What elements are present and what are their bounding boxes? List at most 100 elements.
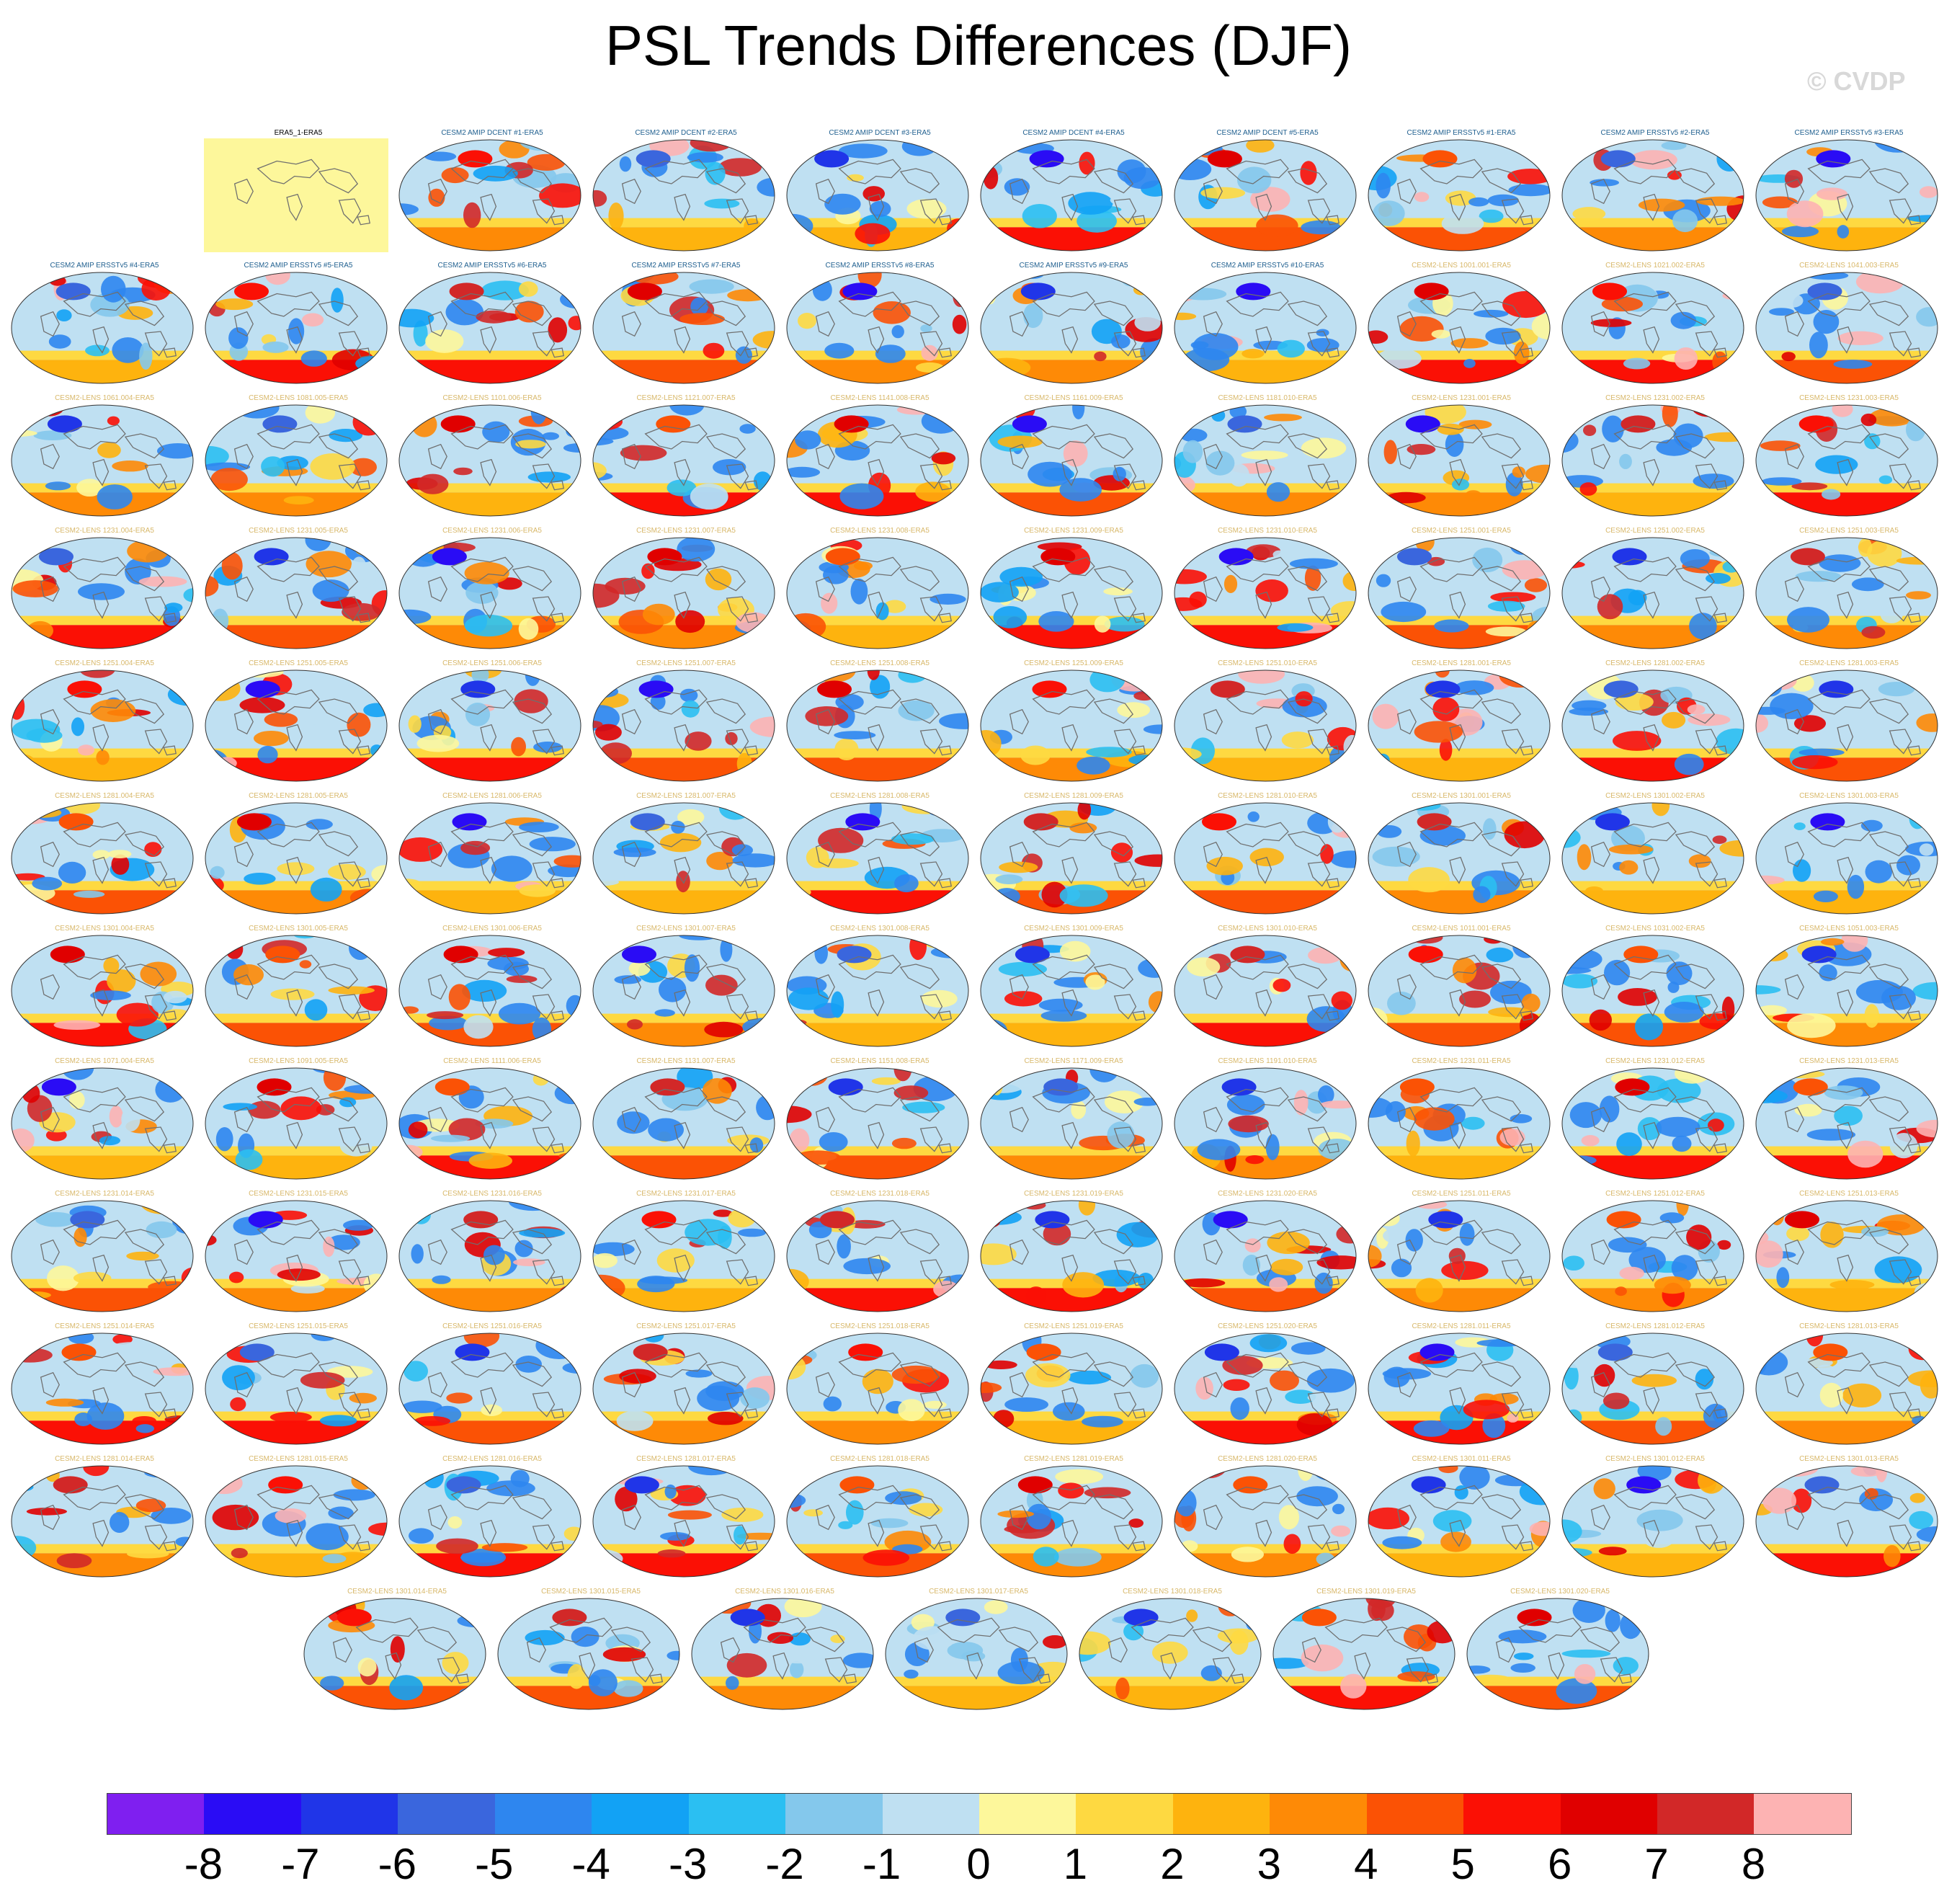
anomaly-blob	[1269, 1277, 1288, 1292]
coastline	[1520, 745, 1534, 756]
anomaly-blob	[834, 731, 876, 739]
anomaly-blob	[690, 483, 728, 510]
map-outline	[11, 1333, 194, 1445]
coastline	[40, 1371, 60, 1398]
anomaly-blob	[1065, 726, 1113, 747]
coastline	[1643, 856, 1660, 884]
coastline	[92, 989, 110, 1017]
coastline	[40, 1239, 60, 1265]
coastline	[1307, 1259, 1331, 1285]
coastline	[1255, 1254, 1272, 1282]
panel-title: CESM2-LENS 1251.005-ERA5	[249, 659, 348, 667]
coastline	[1093, 1229, 1134, 1255]
anomaly-blob	[510, 1469, 530, 1487]
coastline	[1868, 831, 1909, 857]
coastline	[838, 1352, 901, 1378]
coastline	[1132, 1408, 1146, 1419]
coastline	[144, 861, 168, 887]
coastline	[1784, 1239, 1804, 1265]
trend-difference-panel: CESM2 AMIP ERSSTv5 #8-ERA5	[785, 261, 974, 386]
northern-anomaly-center	[50, 946, 85, 964]
anomaly-blob	[1688, 854, 1711, 868]
coastline	[286, 1254, 303, 1282]
anomaly-blob	[211, 608, 229, 633]
coastline	[1132, 347, 1146, 358]
southern-anomaly-edge	[205, 748, 387, 758]
coastline	[124, 1096, 165, 1122]
anomaly-blob	[1565, 1409, 1582, 1426]
anomaly-blob	[1464, 490, 1482, 502]
colorbar-tick-label: 4	[1354, 1840, 1378, 1888]
panel-title: CESM2-LENS 1281.004-ERA5	[55, 792, 154, 800]
panel-title: CESM2-LENS 1111.006-ERA5	[443, 1057, 541, 1065]
coastline	[919, 198, 943, 224]
psl-trend-map	[980, 1465, 1163, 1578]
coastline	[1131, 1617, 1194, 1643]
coastline	[1009, 178, 1029, 205]
coastline	[480, 193, 497, 221]
anomaly-blob	[870, 1518, 909, 1529]
anomaly-blob	[379, 803, 387, 820]
coastline	[427, 1371, 447, 1398]
anomaly-blob	[1043, 1635, 1067, 1649]
anomaly-blob	[1247, 811, 1260, 822]
map-outline	[1174, 537, 1357, 649]
coastline	[621, 1371, 641, 1398]
coastline	[937, 1617, 1000, 1643]
anomaly-blob	[76, 479, 103, 497]
panel-title: CESM2 AMIP ERSSTv5 #3-ERA5	[1794, 129, 1904, 137]
psl-trend-map	[592, 272, 775, 384]
panel-title: CESM2-LENS 1231.008-ERA5	[830, 527, 930, 535]
anomaly-blob	[692, 1601, 723, 1614]
anomaly-blob	[1387, 992, 1416, 1015]
map-outline	[1561, 139, 1744, 252]
coastline	[427, 841, 447, 868]
coastline	[338, 861, 362, 887]
anomaly-blob	[1141, 140, 1160, 149]
anomaly-blob	[481, 1543, 528, 1552]
anomaly-blob	[1022, 204, 1057, 228]
trend-difference-panel: CESM2-LENS 1231.012-ERA5	[1561, 1056, 1749, 1182]
anomaly-blob	[1686, 1224, 1712, 1250]
map-outline	[1368, 272, 1551, 384]
coastline	[1784, 708, 1804, 735]
anomaly-blob	[1656, 439, 1693, 456]
northern-anomaly-center	[47, 415, 82, 433]
psl-trend-map	[786, 139, 969, 252]
anomaly-blob	[257, 745, 278, 764]
coastline	[1203, 1106, 1223, 1133]
coastline	[1590, 708, 1610, 735]
coastline	[1481, 566, 1522, 592]
coastline	[318, 698, 359, 724]
coastline	[1613, 424, 1677, 450]
anomaly-blob	[1314, 1272, 1333, 1294]
anomaly-blob	[539, 183, 581, 208]
map-outline	[1079, 1598, 1262, 1710]
coastline	[1113, 1126, 1137, 1152]
anomaly-blob	[984, 1360, 1017, 1369]
coastline	[1907, 347, 1922, 358]
anomaly-blob	[448, 1118, 486, 1141]
anomaly-blob	[411, 412, 437, 437]
coastline	[1837, 1519, 1854, 1547]
coastline	[526, 1637, 546, 1663]
coastline	[1419, 689, 1483, 715]
anomaly-blob	[704, 198, 740, 209]
anomaly-blob	[1301, 220, 1341, 235]
coastline	[1326, 1408, 1340, 1419]
northern-anomaly-center	[1785, 1211, 1819, 1229]
panel-title: CESM2 AMIP ERSSTv5 #6-ERA5	[437, 262, 547, 270]
southern-anomaly-edge	[1368, 1278, 1550, 1289]
coastline	[450, 159, 514, 184]
anomaly-blob	[58, 861, 86, 884]
coastline	[1061, 1121, 1079, 1149]
map-outline	[205, 537, 388, 649]
coastline	[621, 1106, 641, 1133]
anomaly-blob	[1432, 697, 1460, 721]
coastline	[233, 178, 254, 205]
anomaly-blob	[1027, 461, 1072, 487]
anomaly-blob	[1734, 538, 1744, 552]
anomaly-blob	[1909, 1492, 1926, 1503]
anomaly-blob	[1053, 1402, 1085, 1421]
coastline	[1449, 1519, 1466, 1547]
